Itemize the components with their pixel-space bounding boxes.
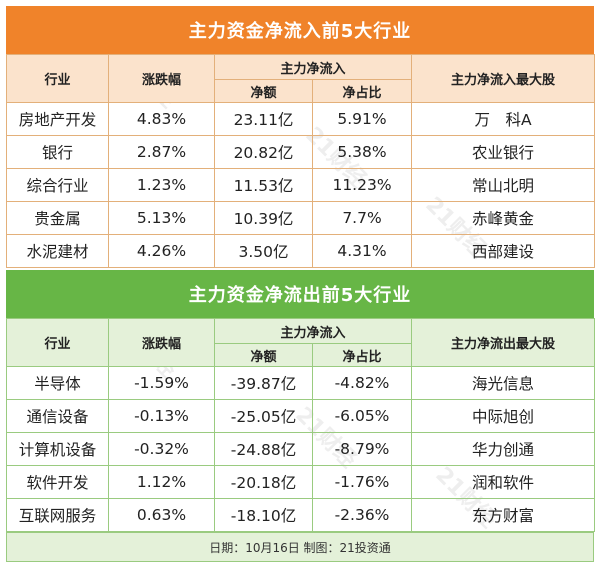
change-cell: 1.23% bbox=[108, 168, 215, 202]
stock-cell: 东方财富 bbox=[411, 498, 596, 532]
change-cell: 2.87% bbox=[108, 135, 215, 169]
stock-cell: 润和软件 bbox=[411, 465, 596, 499]
stock-cell: 万 科A bbox=[411, 102, 596, 136]
stock-cell: 海光信息 bbox=[411, 366, 596, 400]
ratio-cell: -1.76% bbox=[311, 465, 413, 499]
table-row: 银行 2.87% 20.82亿 5.38% 农业银行 bbox=[6, 135, 596, 169]
outflow-table: 行业 涨跌幅 主力净流入 主力净流出最大股 净额 净占比 半导体 -1.59% … bbox=[6, 318, 596, 532]
outflow-title: 主力资金净流出前5大行业 bbox=[6, 270, 594, 318]
stock-cell: 农业银行 bbox=[411, 135, 596, 169]
ratio-cell: 5.91% bbox=[311, 102, 413, 136]
amount-cell: -25.05亿 bbox=[214, 399, 313, 433]
table-row: 综合行业 1.23% 11.53亿 11.23% 常山北明 bbox=[6, 168, 596, 202]
stock-cell: 华力创通 bbox=[411, 432, 596, 466]
amount-cell: 3.50亿 bbox=[214, 234, 313, 268]
industry-cell: 计算机设备 bbox=[6, 432, 109, 466]
ratio-cell: 4.31% bbox=[311, 234, 413, 268]
amount-cell: 11.53亿 bbox=[214, 168, 313, 202]
change-cell: -1.59% bbox=[108, 366, 215, 400]
header-change: 涨跌幅 bbox=[108, 54, 215, 103]
industry-cell: 互联网服务 bbox=[6, 498, 109, 532]
header-flow-group: 主力净流入 bbox=[213, 54, 413, 80]
amount-cell: 23.11亿 bbox=[214, 102, 313, 136]
outflow-section: 主力资金净流出前5大行业 行业 涨跌幅 主力净流入 主力净流出最大股 净额 净占… bbox=[6, 270, 596, 532]
header-ratio: 净占比 bbox=[311, 79, 413, 103]
ratio-cell: -8.79% bbox=[311, 432, 413, 466]
amount-cell: -18.10亿 bbox=[214, 498, 313, 532]
stock-cell: 西部建设 bbox=[411, 234, 596, 268]
change-cell: -0.32% bbox=[108, 432, 215, 466]
ratio-cell: 7.7% bbox=[311, 201, 413, 235]
header-industry: 行业 bbox=[6, 54, 109, 103]
industry-cell: 半导体 bbox=[6, 366, 109, 400]
header-amount: 净额 bbox=[214, 79, 313, 103]
stock-cell: 中际旭创 bbox=[411, 399, 596, 433]
amount-cell: -39.87亿 bbox=[214, 366, 313, 400]
industry-cell: 水泥建材 bbox=[6, 234, 109, 268]
amount-cell: -20.18亿 bbox=[214, 465, 313, 499]
header-industry: 行业 bbox=[6, 318, 109, 367]
table-row: 半导体 -1.59% -39.87亿 -4.82% 海光信息 bbox=[6, 366, 596, 400]
change-cell: 4.26% bbox=[108, 234, 215, 268]
amount-cell: 20.82亿 bbox=[214, 135, 313, 169]
change-cell: 4.83% bbox=[108, 102, 215, 136]
table-row: 通信设备 -0.13% -25.05亿 -6.05% 中际旭创 bbox=[6, 399, 596, 433]
header-change: 涨跌幅 bbox=[108, 318, 215, 367]
change-cell: 1.12% bbox=[108, 465, 215, 499]
amount-cell: -24.88亿 bbox=[214, 432, 313, 466]
header-amount: 净额 bbox=[214, 343, 313, 367]
ratio-cell: 11.23% bbox=[311, 168, 413, 202]
ratio-cell: -6.05% bbox=[311, 399, 413, 433]
ratio-cell: -4.82% bbox=[311, 366, 413, 400]
table-row: 计算机设备 -0.32% -24.88亿 -8.79% 华力创通 bbox=[6, 432, 596, 466]
industry-cell: 银行 bbox=[6, 135, 109, 169]
industry-cell: 通信设备 bbox=[6, 399, 109, 433]
change-cell: -0.13% bbox=[108, 399, 215, 433]
footer-credit: 日期：10月16日 制图：21投资通 bbox=[6, 532, 594, 562]
change-cell: 5.13% bbox=[108, 201, 215, 235]
header-top-stock: 主力净流出最大股 bbox=[411, 318, 596, 367]
table-row: 互联网服务 0.63% -18.10亿 -2.36% 东方财富 bbox=[6, 498, 596, 532]
header-top-stock: 主力净流入最大股 bbox=[411, 54, 596, 103]
inflow-table: 行业 涨跌幅 主力净流入 主力净流入最大股 净额 净占比 房地产开发 4.83%… bbox=[6, 54, 596, 268]
industry-cell: 软件开发 bbox=[6, 465, 109, 499]
table-row: 水泥建材 4.26% 3.50亿 4.31% 西部建设 bbox=[6, 234, 596, 268]
industry-cell: 房地产开发 bbox=[6, 102, 109, 136]
industry-cell: 贵金属 bbox=[6, 201, 109, 235]
industry-cell: 综合行业 bbox=[6, 168, 109, 202]
ratio-cell: 5.38% bbox=[311, 135, 413, 169]
header-flow-group: 主力净流入 bbox=[213, 318, 413, 344]
header-ratio: 净占比 bbox=[311, 343, 413, 367]
stock-cell: 赤峰黄金 bbox=[411, 201, 596, 235]
table-row: 房地产开发 4.83% 23.11亿 5.91% 万 科A bbox=[6, 102, 596, 136]
table-row: 贵金属 5.13% 10.39亿 7.7% 赤峰黄金 bbox=[6, 201, 596, 235]
inflow-section: 主力资金净流入前5大行业 行业 涨跌幅 主力净流入 主力净流入最大股 净额 净占… bbox=[6, 6, 596, 268]
table-row: 软件开发 1.12% -20.18亿 -1.76% 润和软件 bbox=[6, 465, 596, 499]
amount-cell: 10.39亿 bbox=[214, 201, 313, 235]
stock-cell: 常山北明 bbox=[411, 168, 596, 202]
ratio-cell: -2.36% bbox=[311, 498, 413, 532]
change-cell: 0.63% bbox=[108, 498, 215, 532]
inflow-title: 主力资金净流入前5大行业 bbox=[6, 6, 594, 54]
